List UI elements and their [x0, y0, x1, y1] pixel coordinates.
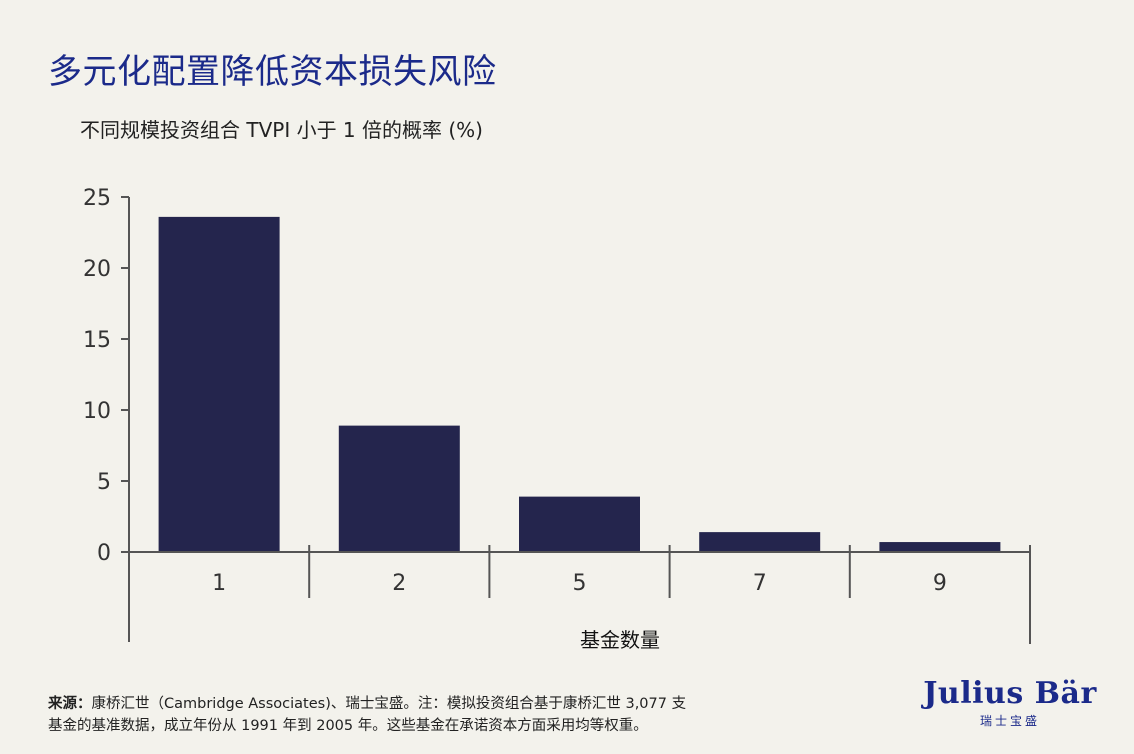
footnote: 来源：康桥汇世（Cambridge Associates)、瑞士宝盛。注：模拟投… — [48, 693, 828, 737]
y-tick-label: 5 — [97, 470, 111, 495]
x-tick-label: 7 — [753, 571, 767, 596]
footnote-line1: 康桥汇世（Cambridge Associates)、瑞士宝盛。注：模拟投资组合… — [91, 696, 687, 712]
y-tick-label: 10 — [83, 399, 111, 424]
bar — [879, 542, 1001, 552]
bar — [158, 216, 280, 552]
julius-baer-logo: Julius Bär 瑞士宝盛 — [920, 676, 1100, 729]
bar — [519, 496, 640, 552]
footnote-line2: 基金的基准数据，成立年份从 1991 年到 2005 年。这些基金在承诺资本方面… — [48, 718, 648, 734]
bar — [338, 425, 460, 552]
logo-wordmark: Julius Bär — [923, 676, 1097, 711]
y-tick-label: 25 — [83, 186, 111, 211]
bars — [158, 216, 1001, 552]
x-axis: 1 2 5 7 9 — [129, 545, 1031, 644]
logo-chinese: 瑞士宝盛 — [979, 714, 1040, 728]
x-tick-label: 9 — [933, 571, 947, 596]
y-axis: 0 5 10 15 20 25 — [83, 186, 130, 642]
source-label: 来源： — [48, 696, 92, 712]
x-axis-label: 基金数量 — [580, 628, 660, 652]
chart-subtitle: 不同规模投资组合 TVPI 小于 1 倍的概率 (%) — [80, 118, 483, 142]
bar — [699, 532, 821, 552]
y-tick-label: 15 — [83, 328, 111, 353]
y-tick-label: 20 — [83, 257, 111, 282]
x-tick-label: 2 — [392, 571, 406, 596]
chart-title: 多元化配置降低资本损失风险 — [48, 52, 497, 92]
y-tick-label: 0 — [97, 541, 111, 566]
x-tick-label: 5 — [573, 571, 587, 596]
x-tick-label: 1 — [212, 571, 226, 596]
